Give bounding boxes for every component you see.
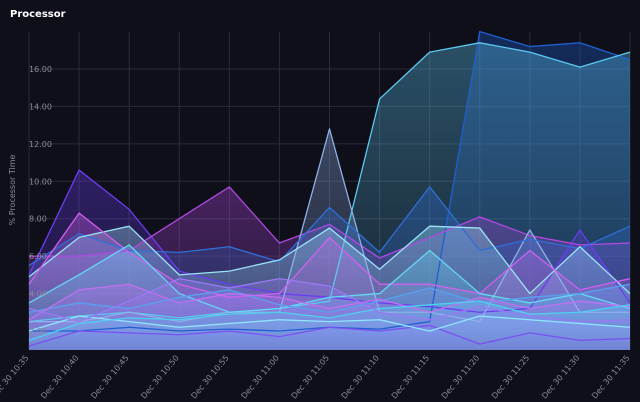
series-lines bbox=[28, 30, 631, 347]
y-tick-label: 10.00 bbox=[29, 177, 52, 186]
y-tick-label: 2.00 bbox=[29, 327, 47, 336]
x-tick-label: Dec 30 10:50 bbox=[139, 354, 180, 401]
series-areas bbox=[29, 31, 630, 351]
y-tick-label: 4.00 bbox=[29, 290, 47, 299]
y-tick-label: 6.00 bbox=[29, 252, 47, 261]
y-tick-label: 12.00 bbox=[29, 140, 52, 149]
x-tick-label: Dec 30 11:10 bbox=[340, 354, 381, 401]
x-tick-label: Dec 30 11:15 bbox=[390, 354, 431, 401]
x-tick-label: Dec 30 10:35 bbox=[0, 354, 31, 401]
x-tick-label: Dec 30 10:55 bbox=[189, 354, 230, 401]
y-ticks: 2.00 4.00 6.00 8.00 10.00 12.00 14.00 16.00 bbox=[29, 65, 52, 336]
y-axis-label: % Processor Time bbox=[8, 155, 17, 226]
x-tick-label: Dec 30 10:45 bbox=[89, 354, 130, 401]
x-tick-label: Dec 30 11:20 bbox=[440, 354, 481, 401]
y-tick-label: 14.00 bbox=[29, 102, 52, 111]
y-tick-label: 16.00 bbox=[29, 65, 52, 74]
x-tick-label: Dec 30 10:40 bbox=[39, 354, 80, 401]
panel-title: Processor bbox=[10, 9, 66, 20]
x-tick-label: Dec 30 11:25 bbox=[490, 354, 531, 401]
x-ticks: Dec 30 10:35 Dec 30 10:40 Dec 30 10:45 Dec … bbox=[0, 354, 632, 401]
x-tick-label: Dec 30 11:30 bbox=[540, 354, 581, 401]
y-tick-label: 8.00 bbox=[29, 215, 47, 224]
x-tick-label: Dec 30 11:00 bbox=[239, 354, 280, 401]
x-tick-label: Dec 30 11:05 bbox=[290, 354, 331, 401]
x-tick-label: Dec 30 11:35 bbox=[590, 354, 631, 401]
series-area-14 bbox=[29, 278, 630, 350]
